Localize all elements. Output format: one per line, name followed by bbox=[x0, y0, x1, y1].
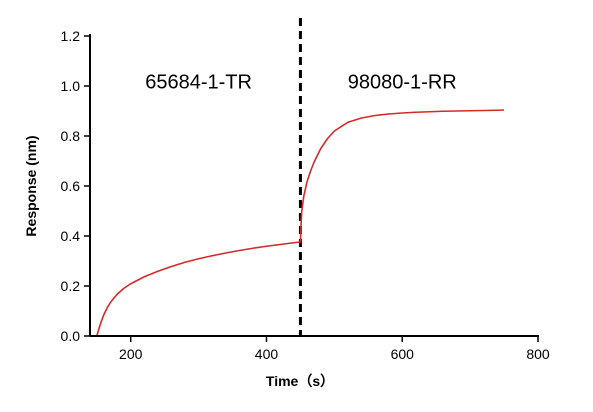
region-label: 65684-1-TR bbox=[145, 72, 252, 94]
x-tick-label: 800 bbox=[526, 346, 550, 362]
y-axis-ticks: 0.0 0.2 0.4 0.6 0.8 1.0 1.2 bbox=[61, 28, 90, 344]
x-tick-label: 200 bbox=[119, 346, 143, 362]
series-line bbox=[96, 109, 505, 337]
y-axis-title: Response (nm) bbox=[23, 135, 39, 236]
x-axis-title: Time（s） bbox=[266, 373, 334, 389]
y-tick-label: 0.4 bbox=[61, 228, 81, 244]
x-tick-label: 600 bbox=[391, 346, 415, 362]
y-tick-label: 1.2 bbox=[61, 28, 81, 44]
y-tick-label: 0.0 bbox=[61, 328, 81, 344]
region-label: 98080-1-RR bbox=[348, 72, 457, 94]
x-tick-label: 400 bbox=[255, 346, 279, 362]
y-tick-label: 0.2 bbox=[61, 278, 81, 294]
x-axis-ticks: 200 400 600 800 bbox=[119, 336, 550, 362]
y-tick-label: 0.6 bbox=[61, 178, 81, 194]
annotations: 65684-1-TR 98080-1-RR bbox=[145, 72, 456, 94]
y-tick-label: 0.8 bbox=[61, 128, 81, 144]
plot-area bbox=[96, 18, 505, 337]
y-tick-label: 1.0 bbox=[61, 78, 81, 94]
